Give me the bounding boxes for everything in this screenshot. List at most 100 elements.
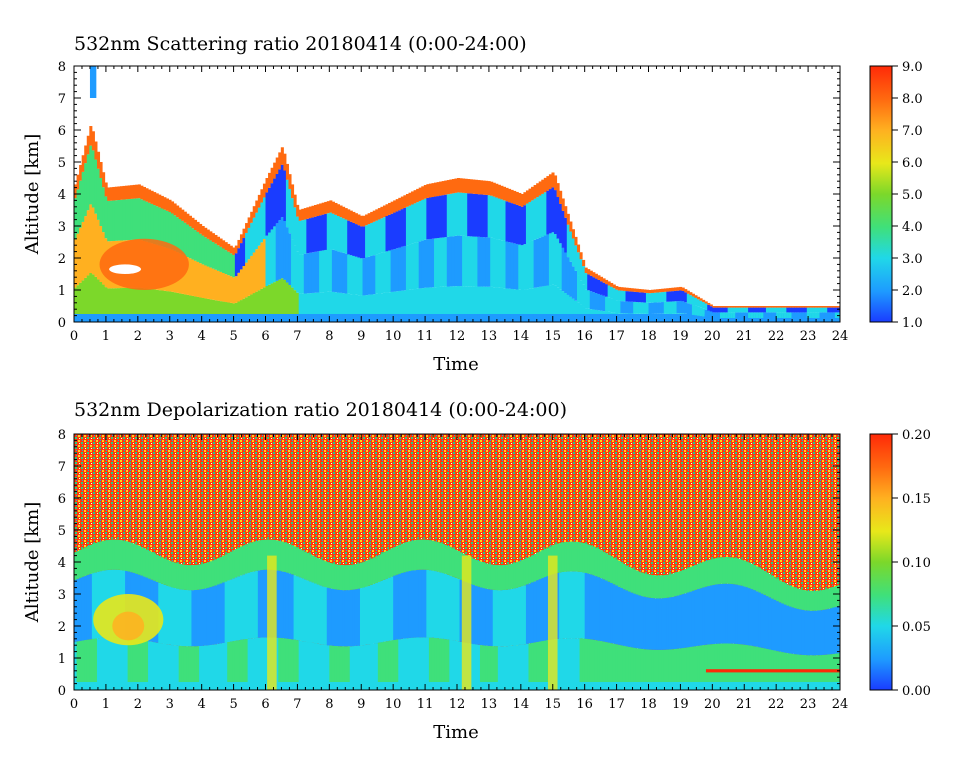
- x-tick-label: 0: [70, 697, 78, 712]
- field-cell: [574, 237, 577, 246]
- x-tick-label: 23: [800, 697, 817, 712]
- x-tick-label: 10: [385, 329, 402, 344]
- x-tick-label: 13: [481, 329, 498, 344]
- high-cloud-streak: [90, 66, 96, 98]
- x-tick-label: 24: [832, 329, 849, 344]
- x-tick-label: 3: [166, 697, 174, 712]
- colorbar-tick-label: 0.15: [902, 492, 931, 507]
- y-tick-label: 1: [58, 652, 66, 667]
- panel2-ylabel: Altitude [km]: [22, 502, 43, 624]
- y-tick-label: 7: [58, 460, 66, 475]
- x-tick-label: 9: [357, 697, 365, 712]
- x-tick-label: 1: [102, 329, 110, 344]
- x-tick-label: 5: [229, 697, 237, 712]
- depol-column: [462, 556, 472, 690]
- depol-column: [548, 556, 558, 690]
- x-tick-label: 12: [449, 697, 466, 712]
- x-tick-label: 11: [417, 329, 434, 344]
- x-tick-label: 6: [261, 329, 269, 344]
- field-cell: [580, 252, 583, 259]
- depolarization-field: [74, 434, 843, 690]
- x-tick-label: 12: [449, 329, 466, 344]
- x-tick-label: 20: [704, 697, 721, 712]
- x-tick-label: 4: [198, 697, 206, 712]
- colorbar-tick-label: 4.0: [902, 220, 923, 235]
- colorbar-tick-label: 1.0: [902, 316, 923, 331]
- x-tick-label: 0: [70, 329, 78, 344]
- y-tick-label: 0: [58, 684, 66, 699]
- x-tick-label: 22: [768, 697, 785, 712]
- x-tick-label: 7: [293, 697, 301, 712]
- x-tick-label: 2: [134, 697, 142, 712]
- field-cell: [577, 245, 580, 253]
- x-tick-label: 2: [134, 329, 142, 344]
- aerosol-layer: [100, 239, 189, 290]
- colorbar-tick-label: 2.0: [902, 284, 923, 299]
- panel2-colorbar: [870, 434, 892, 690]
- x-tick-label: 13: [481, 697, 498, 712]
- colorbar-tick-label: 0.00: [902, 684, 931, 699]
- scattering-field: [74, 66, 843, 322]
- x-tick-label: 19: [672, 329, 689, 344]
- y-tick-label: 0: [58, 316, 66, 331]
- x-tick-label: 1: [102, 697, 110, 712]
- y-tick-label: 3: [58, 220, 66, 235]
- colorbar-tick-label: 0.05: [902, 620, 931, 635]
- y-tick-label: 4: [58, 556, 66, 571]
- x-tick-label: 21: [736, 329, 753, 344]
- field-cell: [582, 260, 585, 266]
- x-tick-label: 6: [261, 697, 269, 712]
- x-tick-label: 24: [832, 697, 849, 712]
- x-tick-label: 3: [166, 329, 174, 344]
- x-tick-label: 8: [325, 697, 333, 712]
- y-tick-label: 5: [58, 524, 66, 539]
- x-tick-label: 22: [768, 329, 785, 344]
- depol-thin-layer: [706, 669, 840, 672]
- y-tick-label: 1: [58, 284, 66, 299]
- panel1-colorbar: [870, 66, 892, 322]
- y-tick-label: 5: [58, 156, 66, 171]
- colorbar-tick-label: 0.10: [902, 556, 931, 571]
- colorbar-tick-label: 9.0: [902, 60, 923, 75]
- y-tick-label: 6: [58, 492, 66, 507]
- y-tick-label: 3: [58, 588, 66, 603]
- panel1-ylabel: Altitude [km]: [22, 134, 43, 256]
- y-tick-label: 7: [58, 92, 66, 107]
- x-tick-label: 16: [576, 697, 593, 712]
- x-tick-label: 5: [229, 329, 237, 344]
- x-tick-label: 20: [704, 329, 721, 344]
- colorbar-tick-label: 8.0: [902, 92, 923, 107]
- x-tick-label: 17: [608, 329, 625, 344]
- x-tick-label: 11: [417, 697, 434, 712]
- field-cell: [710, 304, 713, 306]
- panel1-xlabel: Time: [433, 354, 478, 375]
- panel1-title: 532nm Scattering ratio 20180414 (0:00-24…: [74, 33, 527, 55]
- depol-aerosol-core: [112, 612, 144, 641]
- panel2-xlabel: Time: [433, 722, 478, 743]
- x-tick-label: 14: [513, 329, 530, 344]
- y-tick-label: 8: [58, 60, 66, 75]
- x-tick-label: 7: [293, 329, 301, 344]
- colorbar-tick-label: 5.0: [902, 188, 923, 203]
- y-tick-label: 6: [58, 124, 66, 139]
- y-tick-label: 2: [58, 252, 66, 267]
- x-tick-label: 14: [513, 697, 530, 712]
- colorbar-tick-label: 3.0: [902, 252, 923, 267]
- x-tick-label: 16: [576, 329, 593, 344]
- x-tick-label: 9: [357, 329, 365, 344]
- x-tick-label: 10: [385, 697, 402, 712]
- aerosol-gap: [109, 264, 141, 274]
- x-tick-label: 15: [544, 697, 561, 712]
- colorbar-tick-label: 7.0: [902, 124, 923, 139]
- depol-column: [267, 556, 277, 690]
- colorbar-tick-label: 0.20: [902, 428, 931, 443]
- x-tick-label: 19: [672, 697, 689, 712]
- x-tick-label: 15: [544, 329, 561, 344]
- x-tick-label: 17: [608, 697, 625, 712]
- panel2-title: 532nm Depolarization ratio 20180414 (0:0…: [74, 399, 567, 421]
- x-tick-label: 18: [640, 697, 657, 712]
